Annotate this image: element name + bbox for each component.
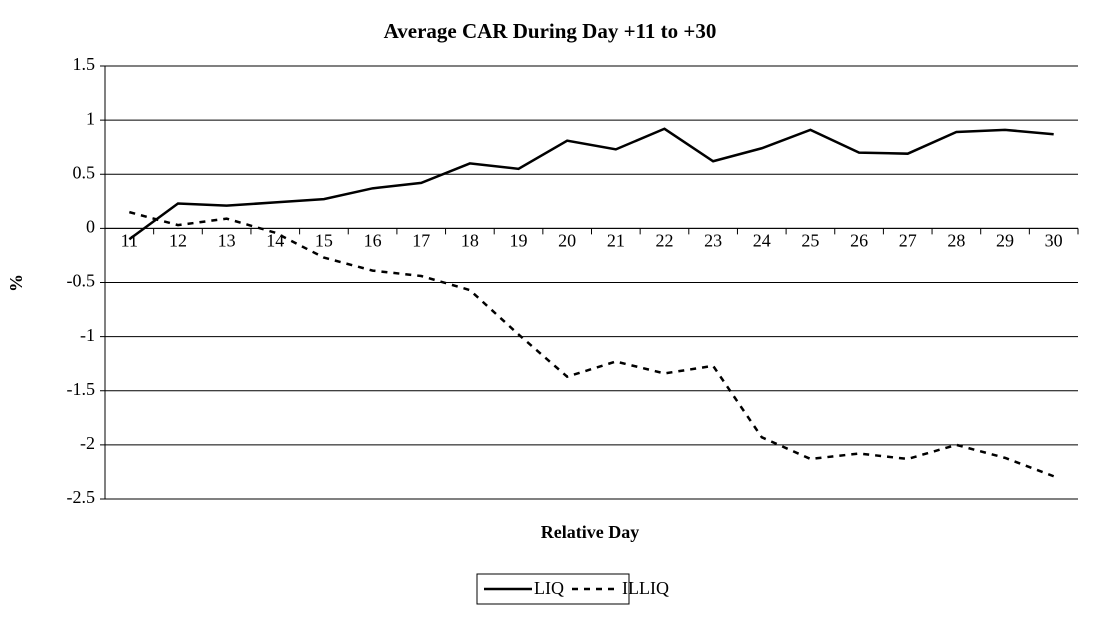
x-tick-label: 25 <box>801 231 819 251</box>
x-tick-label: 19 <box>510 231 528 251</box>
x-tick-label: 20 <box>558 231 576 251</box>
y-tick-label: -2 <box>80 433 95 453</box>
y-tick-label: 1.5 <box>73 54 96 74</box>
y-tick-label: 1 <box>86 108 95 128</box>
x-tick-label: 21 <box>607 231 625 251</box>
x-tick-label: 29 <box>996 231 1014 251</box>
x-tick-label: 13 <box>218 231 236 251</box>
x-tick-label: 26 <box>850 231 868 251</box>
x-axis-label: Relative Day <box>541 522 639 542</box>
x-tick-label: 27 <box>899 231 917 251</box>
line-series <box>129 210 1055 478</box>
line-series <box>128 127 1054 241</box>
x-tick-label: 24 <box>753 231 771 251</box>
x-tick-label: 30 <box>1045 231 1063 251</box>
x-tick-label: 16 <box>364 231 382 251</box>
legend-label: LIQ <box>534 578 564 598</box>
x-tick-label: 15 <box>315 231 333 251</box>
x-tick-label: 28 <box>947 231 965 251</box>
x-tick-label: 18 <box>461 231 479 251</box>
y-tick-label: -0.5 <box>67 271 96 291</box>
x-tick-label: 12 <box>169 231 187 251</box>
x-tick-label: 17 <box>412 231 430 251</box>
y-tick-label: -1.5 <box>67 379 96 399</box>
y-tick-label: -1 <box>80 325 95 345</box>
y-axis-label: % <box>6 274 26 292</box>
legend-box <box>476 573 630 605</box>
x-tick-label: 14 <box>266 231 284 251</box>
x-tick-label: 22 <box>655 231 673 251</box>
x-tick-label: 23 <box>704 231 722 251</box>
chart-title: Average CAR During Day +11 to +30 <box>384 19 717 43</box>
y-tick-label: 0.5 <box>73 162 96 182</box>
y-tick-label: 0 <box>86 217 95 237</box>
legend-label: ILLIQ <box>622 578 669 598</box>
y-tick-label: -2.5 <box>67 487 96 507</box>
